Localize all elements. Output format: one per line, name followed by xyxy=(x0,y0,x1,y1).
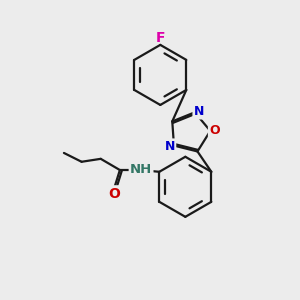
Text: N: N xyxy=(165,140,175,153)
Text: N: N xyxy=(194,105,204,118)
Text: F: F xyxy=(156,32,165,45)
Text: O: O xyxy=(108,187,120,201)
Text: NH: NH xyxy=(130,163,152,176)
Text: O: O xyxy=(209,124,220,137)
